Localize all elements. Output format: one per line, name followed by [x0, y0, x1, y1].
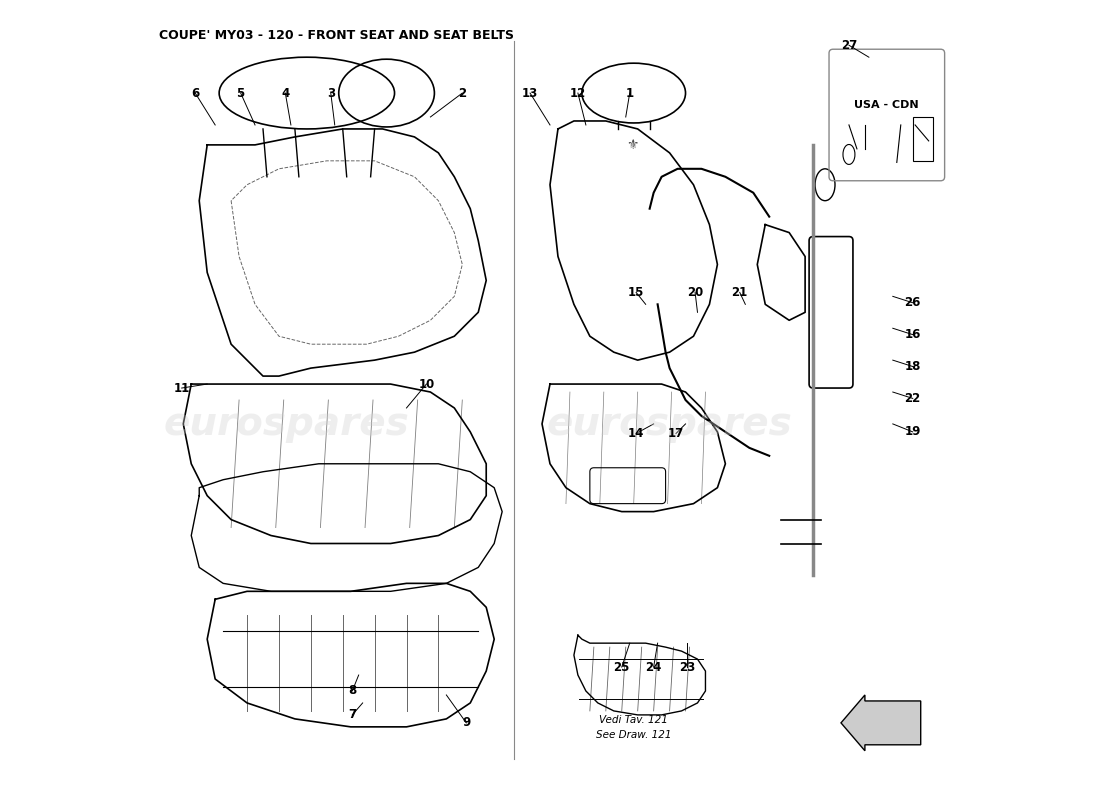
Text: ⚜: ⚜	[626, 138, 638, 152]
Text: 7: 7	[349, 709, 356, 722]
Text: 10: 10	[418, 378, 434, 390]
Text: 25: 25	[614, 661, 630, 674]
Text: 27: 27	[840, 38, 857, 52]
Text: 23: 23	[679, 661, 695, 674]
Text: 4: 4	[282, 86, 289, 99]
Text: COUPE' MY03 - 120 - FRONT SEAT AND SEAT BELTS: COUPE' MY03 - 120 - FRONT SEAT AND SEAT …	[160, 30, 515, 42]
Text: 16: 16	[904, 328, 921, 341]
Text: eurospares: eurospares	[547, 405, 792, 443]
Text: 19: 19	[904, 426, 921, 438]
Text: 22: 22	[904, 392, 921, 405]
Text: 26: 26	[904, 296, 921, 310]
Text: 11: 11	[174, 382, 190, 394]
Text: eurospares: eurospares	[164, 405, 410, 443]
Text: 5: 5	[236, 86, 245, 99]
Text: 1: 1	[626, 86, 634, 99]
Text: 9: 9	[462, 716, 471, 730]
Text: 13: 13	[521, 86, 538, 99]
Text: USA - CDN: USA - CDN	[854, 100, 918, 110]
Text: 3: 3	[327, 86, 334, 99]
Text: 14: 14	[628, 427, 645, 440]
Text: Vedi Tav. 121: Vedi Tav. 121	[600, 715, 668, 726]
Text: 24: 24	[646, 661, 662, 674]
Bar	[913, 117, 933, 161]
Text: 18: 18	[904, 360, 921, 373]
Text: 17: 17	[668, 427, 684, 440]
Text: See Draw. 121: See Draw. 121	[596, 730, 671, 740]
FancyArrow shape	[842, 695, 921, 750]
Text: 2: 2	[459, 86, 466, 99]
Text: 6: 6	[191, 86, 199, 99]
Text: 15: 15	[628, 286, 645, 299]
Text: 20: 20	[688, 286, 703, 299]
Text: 8: 8	[349, 685, 356, 698]
Text: 21: 21	[732, 286, 748, 299]
Text: 12: 12	[570, 86, 586, 99]
